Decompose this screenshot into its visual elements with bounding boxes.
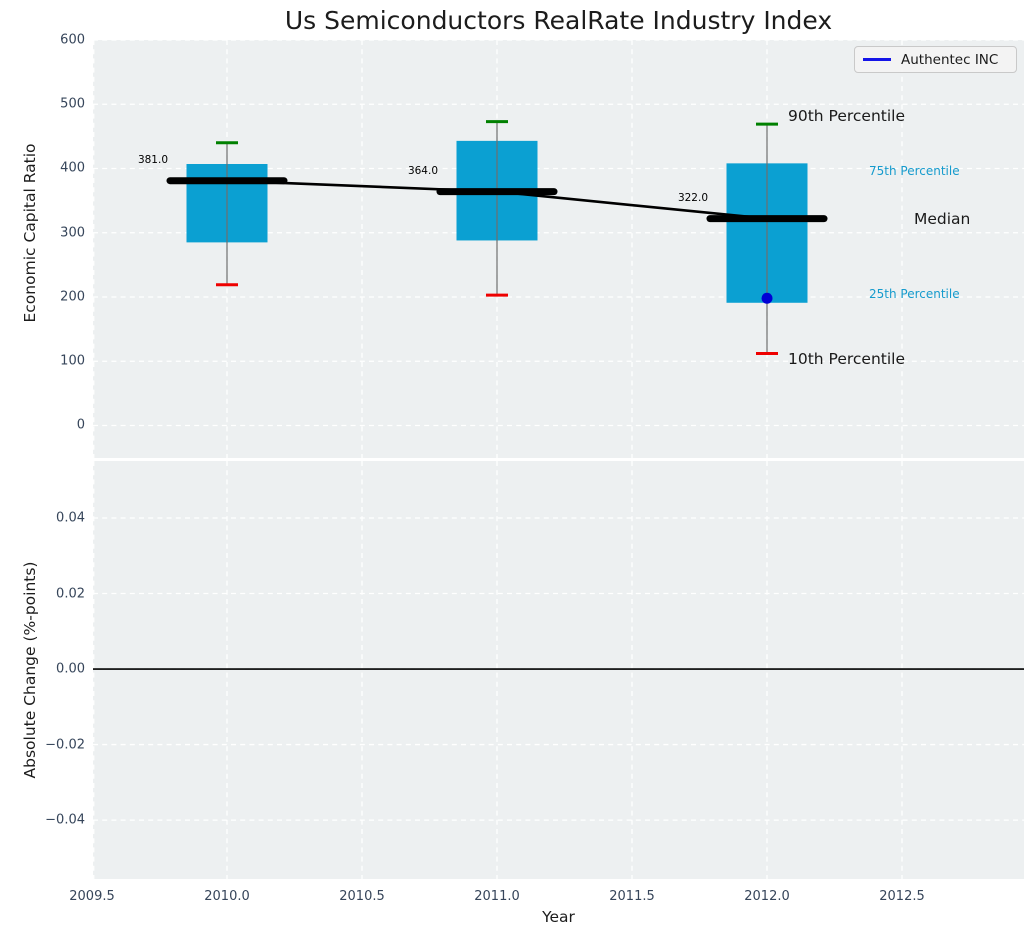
percentile-annotation: 90th Percentile: [788, 107, 906, 125]
y-tick-label-bottom: 0.02: [56, 586, 85, 602]
percentile-annotation: 10th Percentile: [788, 350, 906, 368]
top-axes: [93, 40, 1024, 458]
bottom-y-axis-label: Absolute Change (%-points): [21, 561, 39, 779]
x-tick-label: 2010.5: [339, 889, 385, 904]
y-tick-label-bottom: −0.02: [45, 737, 85, 753]
legend: Authentec INC: [854, 46, 1017, 73]
box-value-label: 381.0: [137, 153, 168, 166]
x-tick-label: 2012.5: [879, 889, 925, 904]
y-tick-label-bottom: −0.04: [45, 812, 85, 828]
legend-label: Authentec INC: [901, 51, 999, 68]
box-value-label: 364.0: [407, 164, 438, 177]
chart-title: Us Semiconductors RealRate Industry Inde…: [284, 6, 833, 35]
percentile-annotation: 25th Percentile: [869, 287, 960, 301]
legend-line-swatch: [863, 58, 891, 61]
box-value-label: 322.0: [677, 191, 708, 204]
x-tick-label: 2011.0: [474, 889, 520, 904]
x-axis-label: Year: [542, 908, 575, 926]
percentile-annotation: 75th Percentile: [869, 164, 960, 178]
y-tick-label-top: 300: [60, 225, 85, 241]
y-tick-label-top: 200: [60, 289, 85, 305]
y-tick-label-top: 400: [60, 160, 85, 176]
y-tick-label-top: 500: [60, 96, 85, 112]
y-tick-label-bottom: 0.00: [56, 661, 85, 677]
x-tick-label: 2011.5: [609, 889, 655, 904]
y-tick-label-top: 0: [76, 417, 85, 433]
x-tick-label: 2009.5: [69, 889, 115, 904]
percentile-annotation: Median: [914, 210, 971, 228]
y-tick-label-top: 600: [60, 32, 85, 48]
x-tick-label: 2012.0: [744, 889, 790, 904]
top-y-axis-label: Economic Capital Ratio: [21, 143, 39, 323]
x-tick-label: 2010.0: [204, 889, 250, 904]
y-tick-label-top: 100: [60, 353, 85, 369]
y-tick-label-bottom: 0.04: [56, 510, 85, 526]
bottom-axes: [93, 461, 1024, 879]
